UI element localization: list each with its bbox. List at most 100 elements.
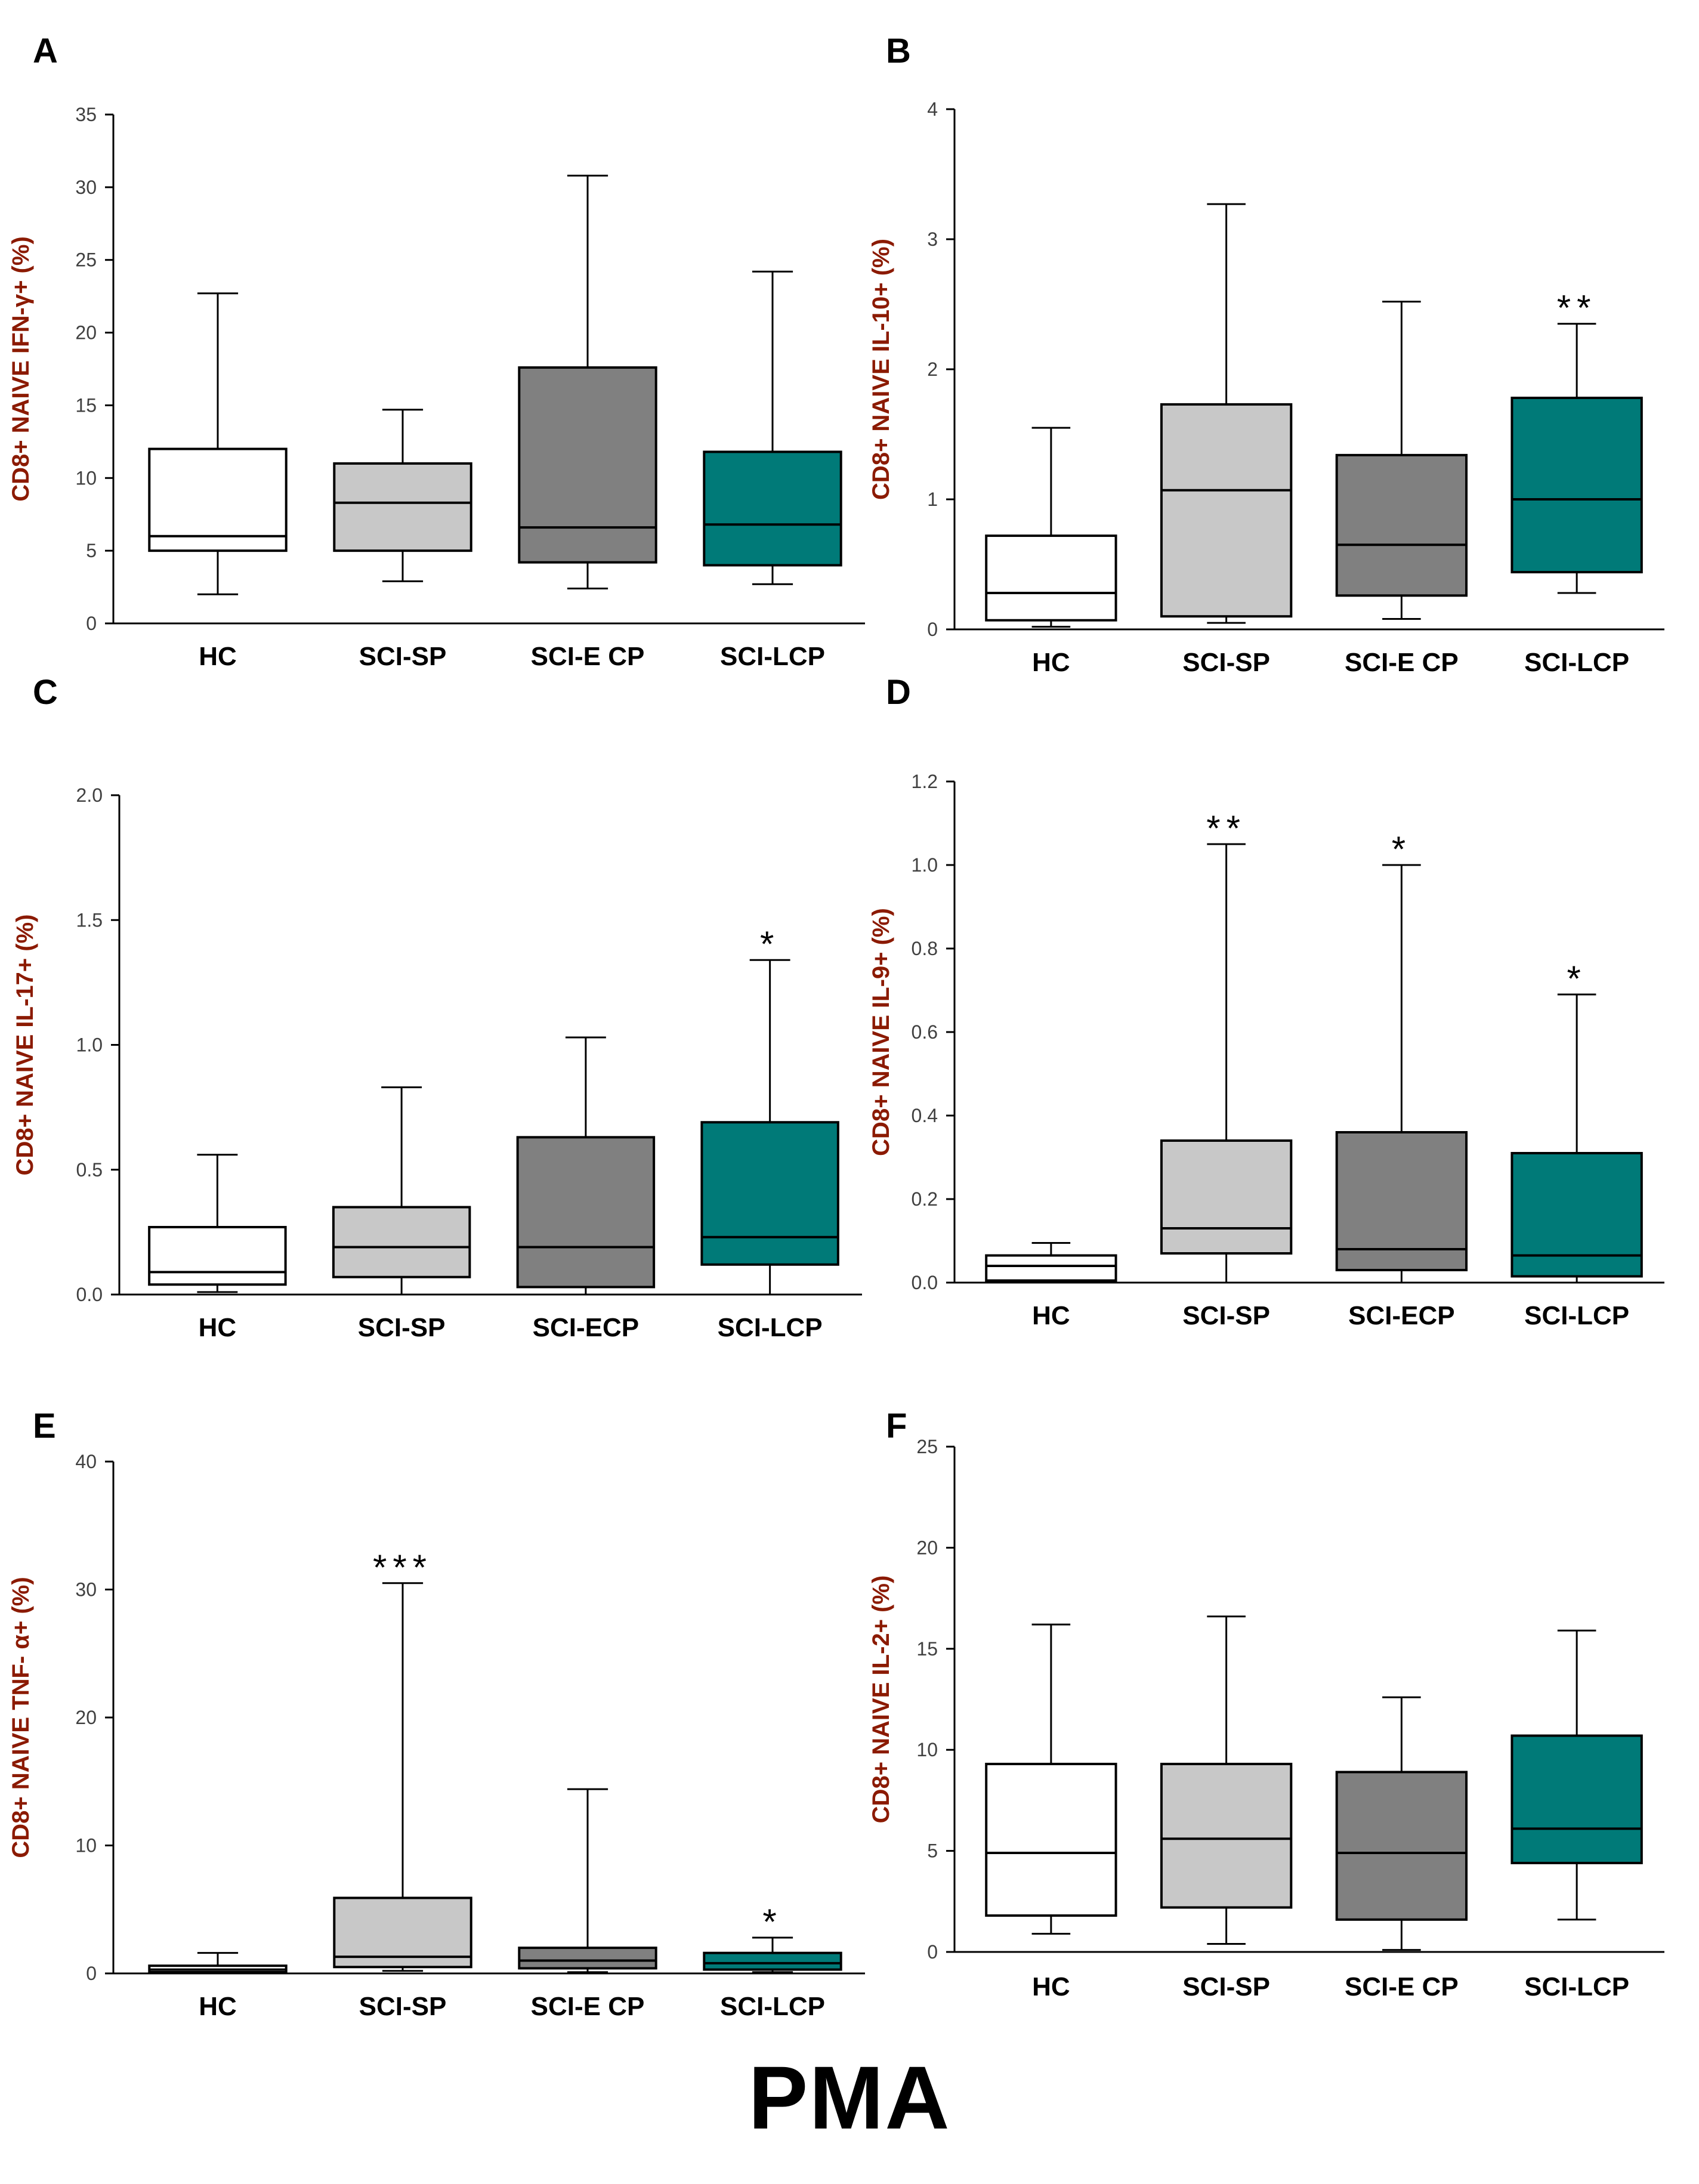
panel-letter-b: B <box>886 32 911 70</box>
y-tick-label-d: 1.2 <box>912 771 938 792</box>
y-tick-label-f: 15 <box>916 1638 938 1660</box>
box-d-hc <box>985 1254 1117 1282</box>
y-tick-label-c: 1.0 <box>76 1034 103 1056</box>
y-axis-title-c: CD8+ NAIVE IL-17+ (%) <box>12 915 38 1176</box>
category-label-e-hc: HC <box>199 1992 237 2021</box>
category-label-f-sci-ecp: SCI-E CP <box>1345 1972 1459 2001</box>
y-tick-label-d: 1.0 <box>912 854 938 876</box>
category-label-f-sci-sp: SCI-SP <box>1182 1972 1270 2001</box>
box-e-sci-lcp <box>703 1951 842 1971</box>
y-tick-label-d: 0.0 <box>912 1272 938 1293</box>
panel-letter-d: D <box>886 673 911 712</box>
significance-e-sci-lcp: * <box>762 1902 782 1942</box>
y-tick-label-b: 3 <box>927 228 938 250</box>
category-label-e-sci-sp: SCI-SP <box>359 1992 447 2021</box>
y-tick-label-f: 25 <box>916 1436 938 1457</box>
category-label-d-sci-sp: SCI-SP <box>1182 1301 1270 1330</box>
y-tick-label-e: 20 <box>75 1707 97 1728</box>
category-label-c-sci-sp: SCI-SP <box>358 1313 446 1342</box>
category-label-c-sci-lcp: SCI-LCP <box>718 1313 823 1342</box>
y-tick-label-f: 20 <box>916 1537 938 1558</box>
category-label-b-hc: HC <box>1032 648 1070 677</box>
y-tick-label-f: 5 <box>927 1840 938 1862</box>
y-tick-label-d: 0.2 <box>912 1188 938 1210</box>
y-tick-label-e: 10 <box>75 1835 97 1856</box>
box-b-sci-sp <box>1160 403 1293 618</box>
y-tick-label-a: 20 <box>75 322 97 344</box>
category-label-b-sci-sp: SCI-SP <box>1182 648 1270 677</box>
y-tick-label-a: 10 <box>75 467 97 489</box>
y-tick-label-c: 0.5 <box>76 1159 103 1181</box>
box-f-sci-sp <box>1160 1762 1293 1909</box>
y-tick-label-f: 0 <box>927 1941 938 1963</box>
y-tick-label-e: 30 <box>75 1579 97 1601</box>
category-label-f-hc: HC <box>1032 1972 1070 2001</box>
y-tick-label-c: 1.5 <box>76 909 103 931</box>
y-tick-label-c: 2.0 <box>76 784 103 806</box>
category-label-a-sci-lcp: SCI-LCP <box>720 642 825 671</box>
y-axis-title-b: CD8+ NAIVE IL-10+ (%) <box>868 239 894 500</box>
y-tick-label-b: 0 <box>927 619 938 640</box>
y-axis-title-d: CD8+ NAIVE IL-9+ (%) <box>868 908 894 1156</box>
y-axis-title-a: CD8+ NAIVE IFN-γ+ (%) <box>8 236 34 502</box>
box-e-sci-ecp <box>518 1947 657 1970</box>
category-label-d-hc: HC <box>1032 1301 1070 1330</box>
significance-e-sci-sp: *** <box>373 1547 433 1587</box>
significance-d-sci-lcp: * <box>1567 959 1586 999</box>
y-tick-label-b: 2 <box>927 359 938 380</box>
box-d-sci-ecp <box>1335 1131 1468 1271</box>
panel-letter-a: A <box>33 32 58 70</box>
y-tick-label-a: 35 <box>75 104 97 125</box>
stimulus-title: PMA <box>748 2047 951 2148</box>
box-a-sci-sp <box>333 462 472 552</box>
box-b-sci-lcp <box>1510 396 1643 574</box>
category-label-e-sci-ecp: SCI-E CP <box>531 1992 645 2021</box>
y-tick-label-b: 1 <box>927 489 938 510</box>
y-axis-title-e: CD8+ NAIVE TNF- α+ (%) <box>8 1577 34 1858</box>
box-b-sci-ecp <box>1335 453 1468 597</box>
y-tick-label-e: 40 <box>75 1451 97 1472</box>
box-c-sci-lcp <box>700 1121 839 1266</box>
category-label-d-sci-ecp: SCI-ECP <box>1348 1301 1454 1330</box>
significance-b-sci-lcp: ** <box>1557 288 1597 328</box>
y-tick-label-c: 0.0 <box>76 1284 103 1305</box>
category-label-d-sci-lcp: SCI-LCP <box>1524 1301 1629 1330</box>
category-label-a-sci-sp: SCI-SP <box>359 642 447 671</box>
y-tick-label-a: 30 <box>75 177 97 198</box>
category-label-a-hc: HC <box>199 642 237 671</box>
box-f-sci-lcp <box>1510 1734 1643 1864</box>
significance-d-sci-ecp: * <box>1392 829 1411 869</box>
panel-letter-f: F <box>886 1407 907 1445</box>
category-label-a-sci-ecp: SCI-E CP <box>531 642 645 671</box>
y-tick-label-d: 0.6 <box>912 1021 938 1043</box>
significance-d-sci-sp: ** <box>1206 808 1246 848</box>
box-a-sci-lcp <box>703 450 842 567</box>
category-label-e-sci-lcp: SCI-LCP <box>720 1992 825 2021</box>
category-label-c-sci-ecp: SCI-ECP <box>533 1313 639 1342</box>
y-tick-label-a: 5 <box>86 540 97 561</box>
box-b-hc <box>985 535 1117 622</box>
y-tick-label-f: 10 <box>916 1739 938 1760</box>
y-tick-label-a: 25 <box>75 249 97 271</box>
y-tick-label-e: 0 <box>86 1963 97 1984</box>
box-d-sci-sp <box>1160 1139 1293 1255</box>
box-c-hc <box>148 1226 287 1286</box>
panel-letter-c: C <box>33 673 58 712</box>
y-tick-label-b: 4 <box>927 98 938 120</box>
box-c-sci-ecp <box>516 1136 656 1289</box>
box-c-sci-sp <box>332 1206 471 1278</box>
y-tick-label-a: 15 <box>75 394 97 416</box>
category-label-f-sci-lcp: SCI-LCP <box>1524 1972 1629 2001</box>
box-a-sci-ecp <box>518 366 657 564</box>
y-tick-label-d: 0.8 <box>912 938 938 959</box>
category-label-c-hc: HC <box>199 1313 237 1342</box>
panel-letter-e: E <box>33 1407 56 1445</box>
box-d-sci-lcp <box>1510 1152 1643 1278</box>
y-axis-title-f: CD8+ NAIVE IL-2+ (%) <box>868 1576 894 1824</box>
box-f-sci-ecp <box>1335 1771 1468 1921</box>
y-tick-label-a: 0 <box>86 613 97 634</box>
box-a-hc <box>148 447 288 552</box>
significance-c-sci-lcp: * <box>760 924 780 964</box>
category-label-b-sci-lcp: SCI-LCP <box>1524 648 1629 677</box>
